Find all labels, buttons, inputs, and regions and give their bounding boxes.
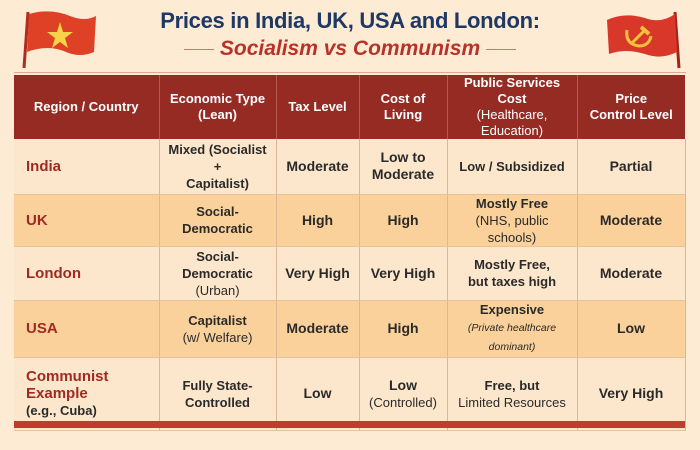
cost-of-living-cell: Low (Controlled) [359, 357, 448, 431]
page-subtitle: Socialism vs Communism [0, 37, 700, 61]
region-cell: India [14, 139, 160, 195]
page-title: Prices in India, UK, USA and London: [160, 8, 540, 33]
cost-of-living-cell: Low to Moderate [359, 139, 448, 195]
column-header-tax-level: Tax Level [276, 75, 360, 139]
subtitle-text: Socialism vs Communism [219, 37, 481, 60]
table-row: Communist Example (e.g., Cuba) Fully Stat… [14, 357, 686, 431]
price-control-cell: Partial [577, 139, 686, 195]
region-cell: UK [14, 194, 160, 247]
economic-type-cell: Fully State- Controlled [159, 357, 277, 431]
table-row: USA Capitalist (w/ Welfare) Moderate High… [14, 300, 686, 358]
economic-type-cell: Social-Democratic (Urban) [159, 246, 277, 301]
tax-level-cell: Moderate [276, 139, 360, 195]
tax-level-cell: Moderate [276, 300, 360, 358]
table-row: London Social-Democratic (Urban) Very Hig… [14, 246, 686, 301]
tax-level-cell: Low [276, 357, 360, 431]
table-row: India Mixed (Socialist + Capitalist) Mode… [14, 139, 686, 195]
vietnam-star-flag-icon [20, 8, 100, 75]
table-header-row: Region / Country Economic Type (Lean) Tax… [14, 75, 685, 139]
column-header-price-control: Price Control Level [577, 75, 685, 139]
column-header-cost-of-living: Cost of Living [359, 75, 448, 139]
decorative-line [183, 48, 214, 50]
economic-type-cell: Social-Democratic [159, 194, 277, 247]
decorative-line [486, 48, 517, 50]
economic-type-cell: Mixed (Socialist + Capitalist) [159, 139, 277, 195]
public-services-cell: Free, but Limited Resources [447, 357, 578, 431]
public-services-cell: Mostly Free (NHS, public schools) [447, 194, 578, 247]
column-header-region: Region / Country [14, 75, 160, 139]
price-control-cell: Moderate [577, 246, 686, 301]
cost-of-living-cell: High [359, 194, 448, 247]
cost-of-living-cell: High [359, 300, 448, 358]
table-row: UK Social-Democratic High High Mostly Fr… [14, 194, 686, 247]
region-cell: USA [14, 300, 160, 358]
price-control-cell: Moderate [577, 194, 686, 247]
column-header-economic-type: Economic Type (Lean) [159, 75, 277, 139]
tax-level-cell: Very High [276, 246, 360, 301]
region-cell: Communist Example (e.g., Cuba) [14, 357, 160, 431]
divider [14, 72, 686, 73]
bottom-accent-bar [14, 421, 685, 428]
public-services-cell: Expensive (Private healthcare dominant) [447, 300, 578, 358]
comparison-table: Region / Country Economic Type (Lean) Tax… [14, 75, 686, 431]
cost-of-living-cell: Very High [359, 246, 448, 301]
public-services-cell: Mostly Free, but taxes high [447, 246, 578, 301]
economic-type-cell: Capitalist (w/ Welfare) [159, 300, 277, 358]
region-cell: London [14, 246, 160, 301]
public-services-cell: Low / Subsidized [447, 139, 578, 195]
tax-level-cell: High [276, 194, 360, 247]
price-control-cell: Very High [577, 357, 686, 431]
price-control-cell: Low [577, 300, 686, 358]
column-header-public-services: Public Services Cost (Healthcare, Educati… [447, 75, 578, 139]
hammer-sickle-flag-icon [605, 8, 685, 75]
